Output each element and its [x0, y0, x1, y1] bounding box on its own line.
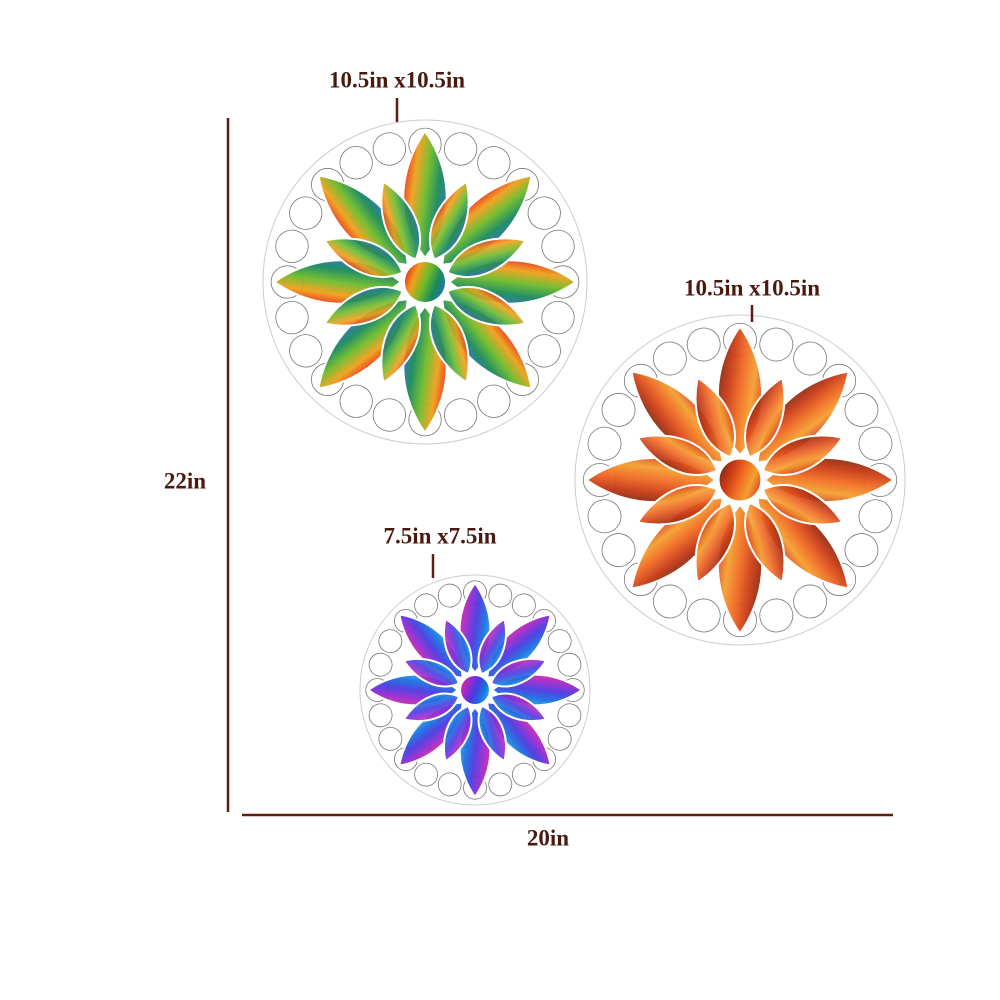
petal [489, 692, 548, 722]
petal [402, 658, 461, 688]
petal [429, 180, 470, 261]
ornament [488, 772, 513, 797]
ornament [793, 341, 828, 376]
ornament [414, 762, 439, 787]
petal [477, 704, 507, 763]
wall-art [262, 119, 906, 806]
ornament [511, 593, 536, 618]
petal [402, 692, 461, 722]
ornament [759, 598, 794, 633]
size-label: 10.5in x10.5in [684, 275, 820, 300]
petal [446, 286, 527, 327]
center [717, 457, 763, 503]
ornament [378, 726, 403, 751]
ornament [372, 398, 406, 432]
ornament [759, 327, 794, 362]
petal [636, 484, 719, 526]
petal [761, 434, 844, 476]
ornament [477, 146, 511, 180]
ornament [378, 629, 403, 654]
petal [323, 237, 404, 278]
petal [744, 501, 786, 584]
petal [761, 484, 844, 526]
petal [380, 303, 421, 384]
ornament [557, 703, 582, 728]
ornament [444, 398, 478, 432]
ornament [793, 584, 828, 619]
ornament [527, 196, 561, 230]
petal [489, 658, 548, 688]
ornament [858, 499, 893, 534]
petal [694, 501, 736, 584]
petal [443, 704, 473, 763]
petal [744, 376, 786, 459]
width-label: 20in [527, 825, 569, 850]
ornament [652, 584, 687, 619]
ornament [437, 772, 462, 797]
ornament [339, 384, 373, 418]
ornament [601, 392, 636, 427]
ornament [601, 533, 636, 568]
ornament [686, 327, 721, 362]
ornament [858, 426, 893, 461]
petal [477, 617, 507, 676]
ornament [511, 762, 536, 787]
ornament [368, 703, 393, 728]
ornament [547, 726, 572, 751]
ornament [527, 334, 561, 368]
ornament [289, 196, 323, 230]
ornament [289, 334, 323, 368]
ornament [587, 426, 622, 461]
petal [429, 303, 470, 384]
ornament [488, 583, 513, 608]
ornament [275, 301, 309, 335]
ornament [444, 132, 478, 166]
size-label: 7.5in x7.5in [383, 523, 496, 548]
ornament [587, 499, 622, 534]
mandala-plate [359, 574, 591, 806]
ornament [414, 593, 439, 618]
ornament [557, 652, 582, 677]
ornament [275, 229, 309, 263]
petal [446, 237, 527, 278]
ornament [541, 301, 575, 335]
center [402, 259, 448, 305]
petal [636, 434, 719, 476]
height-label: 22in [164, 468, 206, 493]
petal [443, 617, 473, 676]
ornament [844, 392, 879, 427]
ornament [339, 146, 373, 180]
ornament [437, 583, 462, 608]
ornament [372, 132, 406, 166]
petal [323, 286, 404, 327]
center [459, 674, 491, 706]
ornament [477, 384, 511, 418]
ornament [652, 341, 687, 376]
ornament [547, 629, 572, 654]
mandala-plate [574, 314, 906, 646]
ornament [686, 598, 721, 633]
petal [694, 376, 736, 459]
mandala-plate [262, 119, 588, 445]
petal [380, 180, 421, 261]
ornament [844, 533, 879, 568]
size-label: 10.5in x10.5in [329, 67, 465, 92]
ornament [368, 652, 393, 677]
ornament [541, 229, 575, 263]
